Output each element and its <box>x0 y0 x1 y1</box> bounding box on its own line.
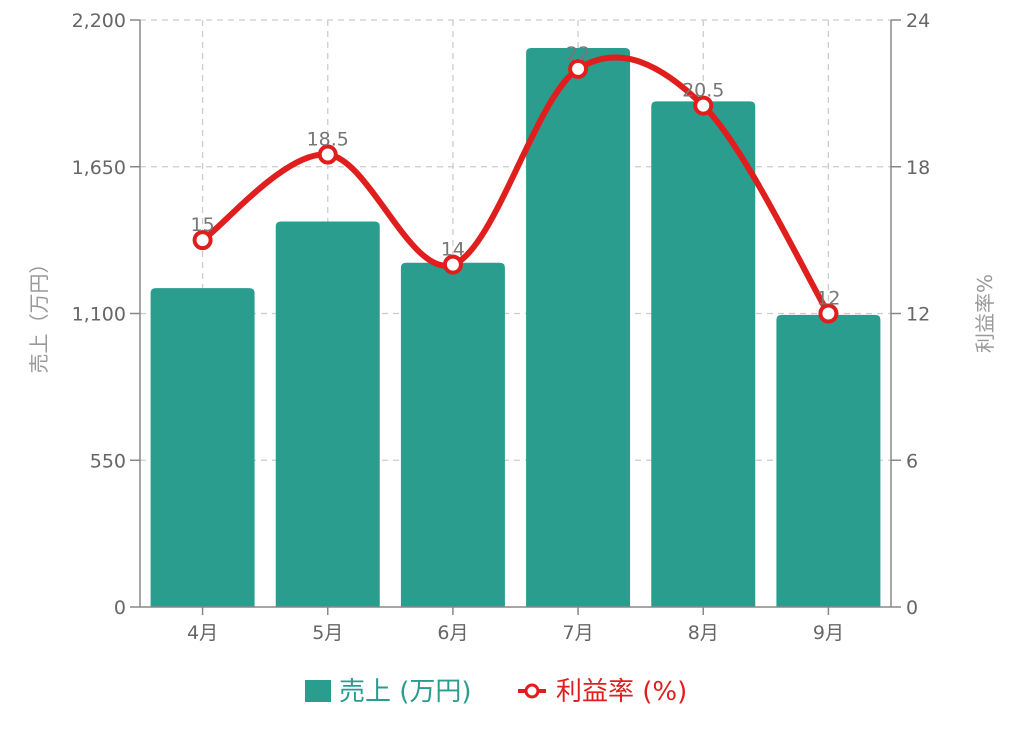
bar[interactable] <box>275 221 380 607</box>
y-tick-label-right: 6 <box>906 450 918 472</box>
data-label: 15 <box>190 214 214 236</box>
data-label: 20.5 <box>682 80 724 102</box>
axes <box>130 19 901 615</box>
bar[interactable] <box>526 48 631 607</box>
x-tick-label: 7月 <box>563 622 594 644</box>
legend-label-sales: 売上 (万円) <box>339 677 472 707</box>
bar-series <box>150 48 881 607</box>
bar[interactable] <box>776 314 881 607</box>
y-tick-label-right: 12 <box>906 304 930 326</box>
legend-label-margin: 利益率 (%) <box>556 677 687 707</box>
x-tick-label: 6月 <box>437 622 468 644</box>
y-tick-label-left: 0 <box>114 597 126 619</box>
line-point[interactable] <box>192 230 213 251</box>
line-point[interactable] <box>317 144 338 165</box>
tick-labels: 0 550 1,100 1,650 2,200 0 6 12 18 24 4月 5月 6月 7月 8月 9月 <box>72 10 931 644</box>
line-series <box>192 54 839 324</box>
x-tick-label: 4月 <box>187 622 218 644</box>
x-tick-label: 9月 <box>813 622 844 644</box>
y-tick-label-left: 2,200 <box>72 10 126 32</box>
y-tick-label-right: 24 <box>906 10 930 32</box>
bar[interactable] <box>651 101 756 607</box>
legend-item-margin[interactable]: 利益率 (%) <box>518 677 687 707</box>
y-axis-title-right: 利益率% <box>973 274 997 353</box>
legend-swatch-point <box>524 683 540 699</box>
legend-item-sales[interactable]: 売上 (万円) <box>305 677 472 707</box>
line-point[interactable] <box>818 303 839 324</box>
y-tick-label-right: 18 <box>906 157 930 179</box>
x-tick-label: 8月 <box>688 622 719 644</box>
line-point[interactable] <box>442 254 463 275</box>
data-label: 22 <box>566 43 590 65</box>
y-tick-label-left: 1,650 <box>72 157 126 179</box>
y-tick-label-right: 0 <box>906 597 918 619</box>
data-label: 18.5 <box>307 129 349 151</box>
data-label: 14 <box>441 239 465 261</box>
line-point[interactable] <box>568 58 589 79</box>
legend-swatch-bar <box>305 680 331 702</box>
y-axis-title-left: 売上（万円） <box>27 254 51 374</box>
y-tick-label-left: 1,100 <box>72 304 126 326</box>
data-label: 12 <box>816 288 840 310</box>
bar[interactable] <box>400 262 505 607</box>
data-labels: 15 18.5 14 22 20.5 12 <box>190 43 840 310</box>
line-point[interactable] <box>693 95 714 116</box>
bar[interactable] <box>150 288 255 607</box>
x-tick-label: 5月 <box>312 622 343 644</box>
y-tick-label-left: 550 <box>90 450 126 472</box>
legend[interactable]: 売上 (万円) 利益率 (%) <box>305 677 687 707</box>
